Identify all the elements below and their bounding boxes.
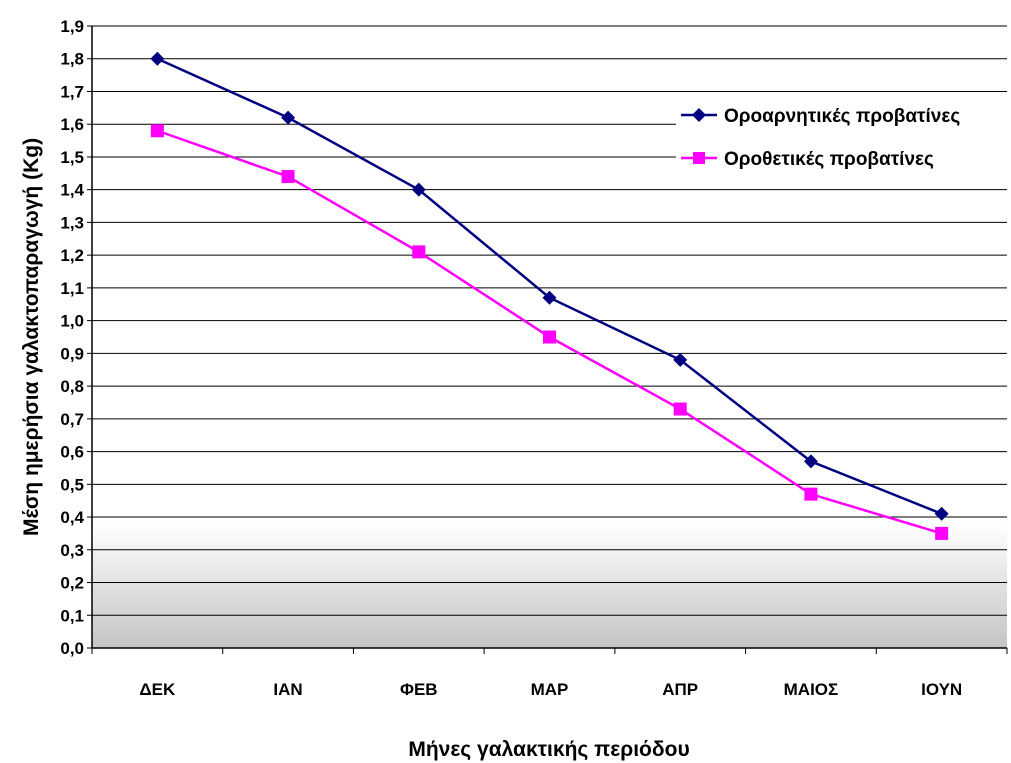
legend: Οροαρνητικές προβατίνες Οροθετικές προβα… (676, 94, 1008, 178)
legend-label-seropositive: Οροθετικές προβατίνες (724, 149, 934, 170)
data-point-diamond (281, 110, 296, 125)
y-tick-label: 1,3 (60, 213, 84, 232)
data-point-diamond (934, 506, 949, 521)
data-point-square (804, 487, 818, 501)
x-axis-title: Μήνες γαλακτικής περιόδου (408, 738, 689, 761)
x-tick-label: ΦΕΒ (400, 680, 438, 699)
series-seropositive (150, 124, 949, 540)
data-point-square (281, 170, 295, 184)
y-tick-label: 0,0 (60, 639, 84, 658)
legend-marker-seropositive (693, 152, 705, 164)
data-point-square (543, 330, 556, 344)
y-tick-label: 0,3 (60, 541, 84, 560)
data-point-diamond (803, 454, 818, 469)
y-tick-label: 0,8 (60, 377, 84, 396)
data-point-square (673, 402, 687, 416)
x-tick-label: ΜΑΡ (531, 680, 569, 699)
data-point-square (935, 526, 949, 540)
series-seronegative (150, 51, 949, 521)
y-tick-label: 0,2 (60, 574, 84, 593)
y-tick-label: 1,9 (60, 17, 84, 36)
legend-box (676, 94, 1008, 178)
y-axis-title: Μέση ημερήσια γαλακτοπαραγωγή (Kg) (20, 138, 43, 536)
y-tick-label: 1,4 (60, 181, 84, 200)
y-tick-label: 1,8 (60, 50, 84, 69)
y-tick-label: 1,7 (60, 82, 84, 101)
legend-marker-seronegative (692, 108, 706, 122)
x-tick-label: ΔΕΚ (139, 680, 176, 699)
x-tick-label: ΑΠΡ (662, 680, 698, 699)
y-tick-label: 1,1 (60, 279, 84, 298)
data-point-diamond (542, 290, 557, 305)
y-tick-label: 0,7 (60, 410, 84, 429)
data-point-diamond (673, 352, 688, 367)
y-tick-label: 1,6 (60, 115, 84, 134)
y-tick-label: 0,5 (60, 475, 84, 494)
legend-label-seronegative: Οροαρνητικές προβατίνες (724, 106, 960, 127)
data-point-diamond (150, 51, 165, 66)
y-tick-label: 1,5 (60, 148, 84, 167)
x-tick-label: ΙΟΥΝ (921, 680, 962, 699)
y-tick-label: 1,2 (60, 246, 84, 265)
data-point-square (412, 245, 426, 259)
x-tick-label: ΙΑΝ (273, 680, 302, 699)
y-tick-label: 0,9 (60, 344, 84, 363)
x-tick-label: ΜΑΙΟΣ (784, 680, 839, 699)
y-tick-label: 0,1 (60, 606, 84, 625)
y-tick-label: 0,6 (60, 443, 84, 462)
y-tick-label: 1,0 (60, 312, 84, 331)
data-point-diamond (411, 182, 426, 197)
y-tick-label: 0,4 (60, 508, 84, 527)
data-point-square (150, 124, 164, 138)
